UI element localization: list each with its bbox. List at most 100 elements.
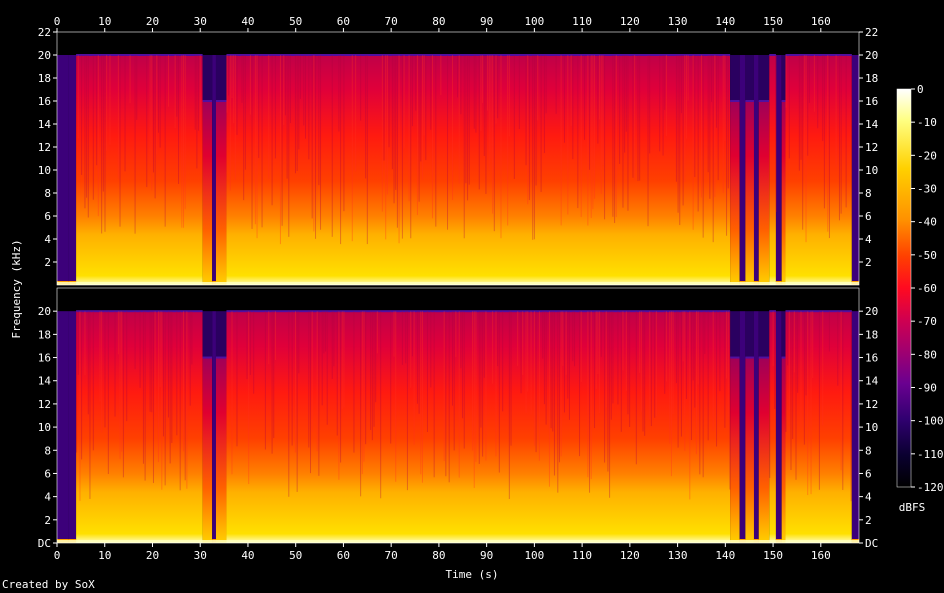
plot-frame bbox=[56, 287, 860, 544]
streak bbox=[443, 311, 445, 461]
segment-quiet bbox=[57, 55, 69, 285]
streak bbox=[500, 55, 502, 239]
streak bbox=[167, 55, 169, 107]
streak bbox=[254, 55, 256, 225]
x-tick-label-bottom: 60 bbox=[337, 549, 350, 562]
streak bbox=[605, 311, 607, 408]
segment-lowpass-gap bbox=[745, 55, 754, 101]
streak bbox=[629, 311, 631, 427]
streak bbox=[800, 311, 802, 429]
streak bbox=[156, 55, 158, 155]
streak bbox=[159, 55, 161, 148]
streak bbox=[850, 311, 852, 502]
streak bbox=[726, 311, 728, 379]
segment-quiet bbox=[57, 311, 69, 543]
segment-lowpass-gap bbox=[758, 311, 770, 358]
streak bbox=[124, 55, 126, 172]
streak bbox=[497, 55, 499, 119]
y-tick-label-right: 20 bbox=[865, 305, 878, 318]
streak bbox=[802, 55, 804, 230]
segment-lowpass-gap bbox=[202, 311, 213, 358]
streak bbox=[253, 311, 255, 394]
streak bbox=[522, 311, 524, 376]
streak bbox=[294, 55, 296, 174]
streak bbox=[288, 55, 290, 237]
streak bbox=[341, 311, 343, 410]
x-tick-label-bottom: 20 bbox=[146, 549, 159, 562]
segment-cutoff-edge bbox=[76, 310, 203, 313]
streak bbox=[542, 311, 544, 359]
streak bbox=[810, 311, 812, 495]
streak bbox=[181, 55, 183, 228]
streak bbox=[510, 311, 512, 446]
streak bbox=[234, 55, 236, 180]
streak bbox=[458, 55, 460, 184]
streak bbox=[495, 55, 497, 124]
streak bbox=[463, 55, 465, 239]
low-frequency-band bbox=[57, 282, 859, 285]
segment-lowpass bbox=[202, 101, 213, 285]
streak bbox=[455, 311, 457, 357]
streak bbox=[81, 55, 83, 175]
streak bbox=[176, 55, 178, 117]
streak bbox=[318, 311, 320, 476]
streak bbox=[353, 311, 355, 453]
streak bbox=[702, 55, 704, 238]
x-tick-label-top: 60 bbox=[337, 15, 350, 28]
y-tick-label-right: 16 bbox=[865, 95, 878, 108]
streak bbox=[244, 55, 246, 170]
segment-cutoff-edge bbox=[758, 100, 770, 102]
streak bbox=[604, 311, 606, 463]
streak bbox=[406, 311, 408, 491]
streak bbox=[527, 311, 529, 392]
segment-quiet bbox=[775, 311, 782, 543]
segment-cutoff-edge bbox=[730, 100, 740, 102]
streak bbox=[475, 55, 477, 133]
streak bbox=[478, 55, 480, 190]
streak bbox=[122, 311, 124, 478]
streak bbox=[697, 55, 699, 212]
segment-lowpass-gap bbox=[202, 55, 213, 101]
y-tick-label-right: 16 bbox=[865, 352, 878, 365]
streak bbox=[707, 311, 709, 441]
streak bbox=[411, 311, 413, 357]
y-tick-label-right: 20 bbox=[865, 49, 878, 62]
streak bbox=[106, 55, 108, 151]
streak bbox=[183, 311, 185, 452]
streak bbox=[315, 55, 317, 239]
streak bbox=[580, 55, 582, 218]
streak bbox=[104, 55, 106, 232]
streak bbox=[183, 55, 185, 228]
streak bbox=[712, 311, 714, 431]
segment-lowpass bbox=[758, 357, 770, 543]
streak bbox=[625, 311, 627, 391]
streak bbox=[92, 311, 94, 451]
streak bbox=[649, 311, 651, 420]
streak bbox=[692, 311, 694, 381]
segment-lowpass bbox=[730, 101, 740, 285]
y-tick-label-right: 4 bbox=[865, 233, 872, 246]
streak bbox=[567, 55, 569, 215]
streak bbox=[533, 311, 535, 446]
streak bbox=[697, 311, 699, 385]
colorbar-tick-label: -70 bbox=[917, 315, 937, 328]
colorbar-tick-label: -20 bbox=[917, 149, 937, 162]
streak bbox=[535, 311, 537, 453]
streak bbox=[84, 311, 86, 376]
segment-quiet bbox=[739, 55, 746, 285]
streak bbox=[528, 55, 530, 201]
streak bbox=[729, 311, 731, 490]
y-tick-label-right: 22 bbox=[865, 26, 878, 39]
streak bbox=[518, 55, 520, 130]
streak bbox=[682, 311, 684, 362]
streak bbox=[264, 311, 266, 450]
streak bbox=[355, 55, 357, 172]
streak bbox=[164, 311, 166, 486]
streak bbox=[430, 311, 432, 388]
streak bbox=[401, 311, 403, 365]
streak bbox=[615, 55, 617, 218]
colorbar-tick-label: -110 bbox=[917, 448, 944, 461]
streak bbox=[338, 55, 340, 132]
streak bbox=[231, 311, 233, 475]
x-tick-label-bottom: 90 bbox=[480, 549, 493, 562]
